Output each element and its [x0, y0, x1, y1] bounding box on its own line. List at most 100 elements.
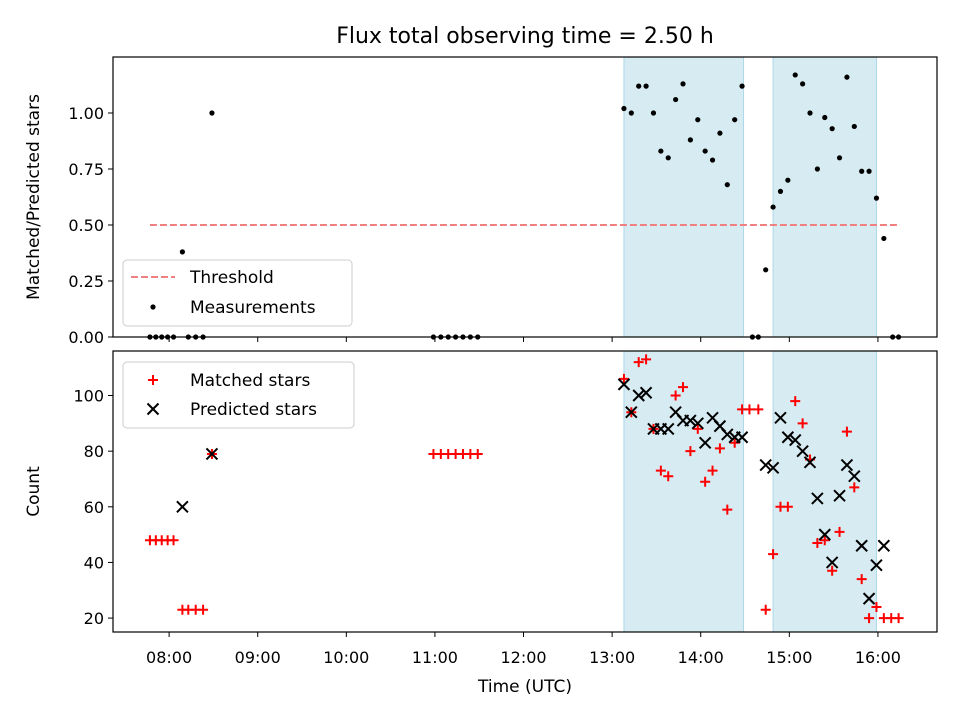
shaded-interval-1-0 — [623, 350, 745, 633]
measurement-point — [814, 166, 820, 172]
y-tick-label: 1.00 — [68, 104, 104, 123]
legend-predicted-label: Predicted stars — [190, 400, 317, 420]
y-tick-label: 0.00 — [68, 328, 104, 347]
y-axis-label: Matched/Predicted stars — [24, 94, 44, 300]
matched-point — [633, 357, 644, 368]
predicted-point — [855, 539, 868, 552]
y-tick-label: 100 — [73, 387, 104, 406]
predicted-point — [759, 458, 772, 472]
predicted-point — [796, 444, 809, 458]
measurement-point — [621, 105, 627, 112]
legend-top: Threshold Measurements — [122, 259, 353, 327]
matched-point — [670, 390, 681, 401]
y-tick-label: 20 — [84, 609, 104, 628]
measurement-point — [873, 195, 880, 201]
legend-box — [122, 361, 355, 429]
predicted-point — [862, 592, 876, 605]
predicted-point — [639, 386, 653, 399]
legend-bottom: Matched stars Predicted stars — [122, 361, 355, 429]
measurement-point — [636, 83, 642, 89]
matched-point — [812, 537, 823, 548]
measurement-point — [717, 130, 723, 136]
y-tick-label: 80 — [84, 442, 104, 461]
predicted-point — [684, 414, 697, 427]
matched-point — [707, 465, 718, 476]
predicted-point — [205, 447, 219, 461]
shaded-interval-0-1 — [772, 56, 877, 338]
legend-box — [122, 259, 353, 327]
predicted-point — [625, 406, 638, 419]
predicted-point — [840, 458, 854, 472]
predicted-point — [766, 461, 780, 475]
matched-point — [655, 465, 666, 476]
matched-point — [198, 604, 209, 615]
measurement-point — [829, 126, 835, 132]
x-tick-label: 12:00 — [500, 648, 546, 667]
y-tick-label: 0.50 — [68, 216, 104, 235]
x-tick-label: 15:00 — [766, 648, 812, 667]
x-tick-label: 14:00 — [678, 648, 724, 667]
measurement-point — [822, 114, 828, 121]
predicted-point — [662, 422, 675, 436]
measurement-point — [881, 235, 887, 242]
measurement-point — [777, 188, 784, 194]
y-tick-label: 40 — [84, 553, 104, 572]
predicted-point — [698, 436, 712, 450]
matched-point — [678, 382, 689, 393]
matched-point — [782, 501, 793, 512]
matched-point — [790, 396, 801, 407]
predicted-point — [617, 378, 631, 391]
matched-point — [753, 404, 764, 415]
measurement-point — [792, 72, 798, 78]
measurement-point — [628, 110, 634, 116]
measurement-point — [709, 157, 716, 163]
measurement-point — [851, 123, 857, 130]
matched-point — [692, 423, 703, 434]
axes-frame-0 — [112, 56, 938, 338]
predicted-point — [691, 417, 704, 430]
x-tick-label: 16:00 — [855, 648, 901, 667]
measurement-point — [643, 83, 649, 89]
y-tick-label: 0.25 — [68, 272, 104, 291]
matched-point — [768, 549, 779, 560]
measurement-point — [695, 117, 701, 123]
legend-matched-swatch — [148, 375, 158, 385]
measurement-point — [665, 155, 671, 161]
x-tick-label: 10:00 — [323, 648, 369, 667]
y-tick-label: 0.75 — [68, 160, 104, 179]
matched-point — [849, 482, 860, 493]
matched-point — [744, 404, 755, 415]
axes-frame-1 — [112, 350, 938, 633]
matched-point — [819, 535, 830, 546]
predicted-point — [735, 431, 749, 444]
matched-point — [618, 373, 629, 384]
predicted-point — [848, 469, 861, 483]
matched-point — [722, 504, 733, 515]
measurement-point — [859, 168, 865, 174]
matched-point — [856, 574, 867, 585]
x-tick-label: 11:00 — [412, 648, 458, 667]
matched-point — [700, 476, 711, 487]
measurement-point — [209, 110, 215, 116]
predicted-point — [176, 500, 189, 514]
predicted-point — [818, 528, 831, 541]
measurement-point — [673, 96, 679, 103]
measurement-point — [836, 155, 843, 161]
matched-point — [827, 565, 838, 576]
matched-point — [168, 535, 179, 546]
y-tick-label: 60 — [84, 498, 104, 517]
x-tick-label: 08:00 — [146, 648, 192, 667]
matched-point — [864, 613, 875, 624]
chart-title: Flux total observing time = 2.50 h — [336, 24, 714, 49]
shaded-interval-0-0 — [623, 56, 745, 338]
measurement-point — [724, 182, 730, 188]
measurement-point — [807, 110, 813, 116]
measurement-point — [785, 177, 791, 183]
y-axis-label: Count — [24, 466, 44, 517]
predicted-point — [721, 428, 734, 441]
predicted-point — [811, 492, 824, 505]
x-axis-label: Time (UTC) — [477, 677, 572, 697]
matched-point — [760, 604, 771, 615]
measurement-point — [179, 249, 186, 255]
legend-matched-label: Matched stars — [190, 371, 310, 391]
